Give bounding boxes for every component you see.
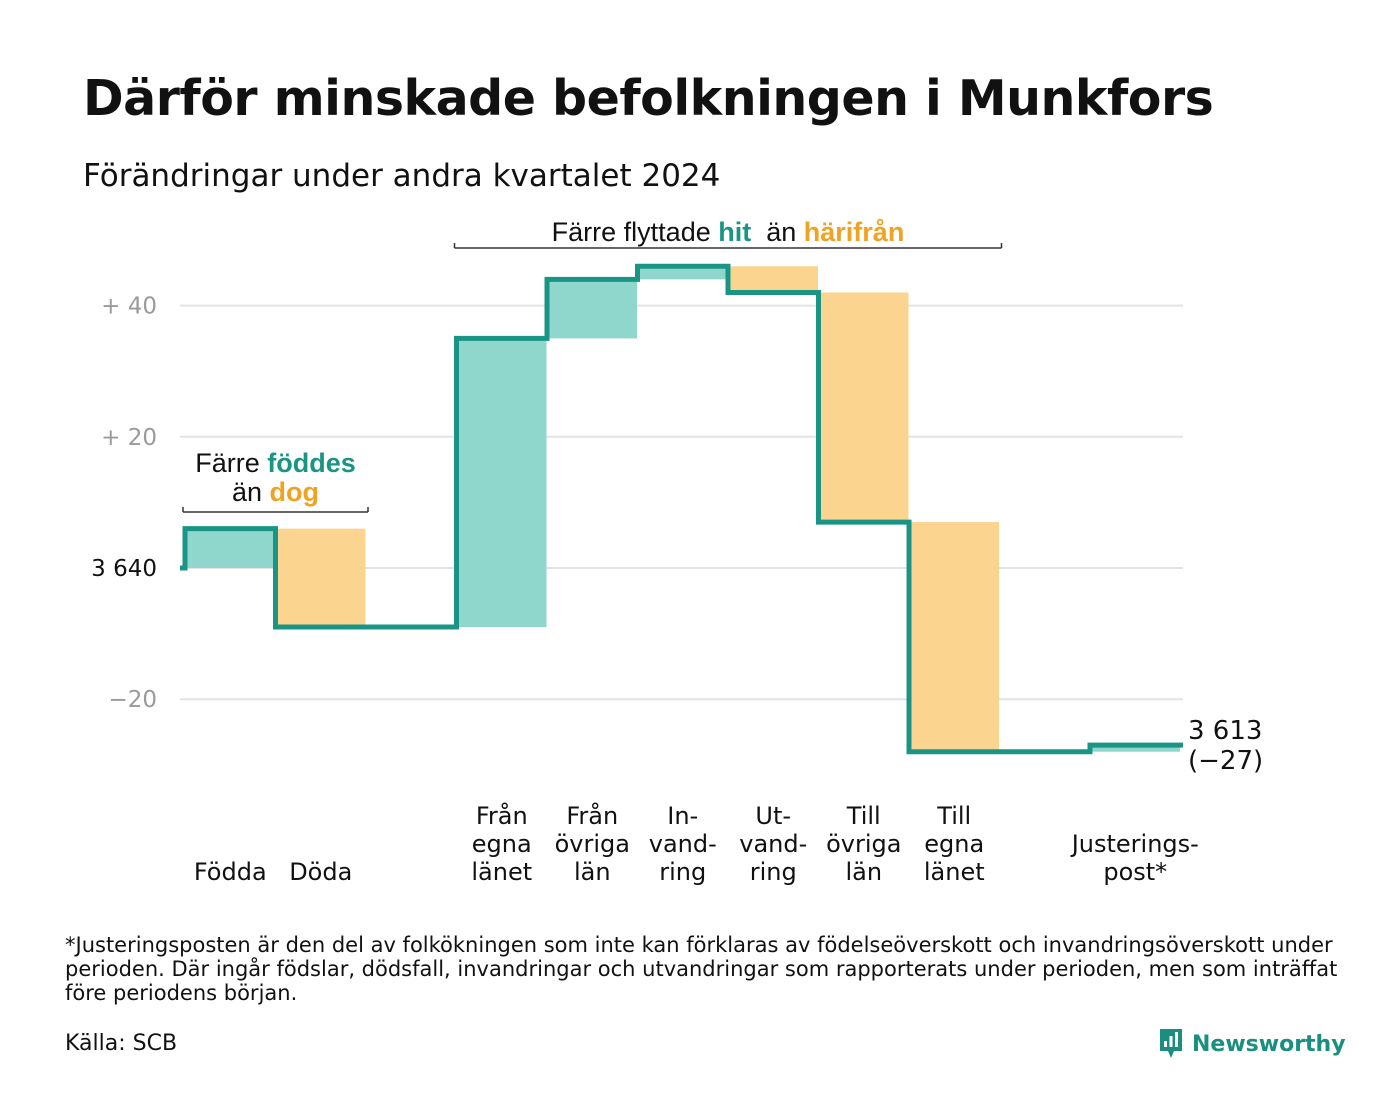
y-tick-label: + 20 xyxy=(101,425,157,451)
category-label: Från egna länet xyxy=(471,801,532,886)
waterfall-bar xyxy=(185,528,275,568)
newsworthy-logo-icon xyxy=(1160,1029,1182,1058)
category-label: Födda xyxy=(194,858,267,886)
population-line xyxy=(180,263,1183,755)
end-value-label: 3 613 (−27) xyxy=(1188,716,1263,776)
annotation-text: Färre flyttade hit än härifrån xyxy=(552,217,905,247)
chart-title: Därför minskade befolkningen i Munkfors xyxy=(83,70,1214,127)
waterfall-bar xyxy=(909,522,999,752)
y-tick-label: −20 xyxy=(108,687,157,713)
waterfall-bar xyxy=(275,528,366,628)
y-tick-label: 3 640 xyxy=(91,556,157,582)
source-note: Källa: SCB xyxy=(65,1031,178,1056)
brand-name: Newsworthy xyxy=(1192,1031,1346,1057)
y-tick-label: + 40 xyxy=(101,294,157,320)
category-label: Till övriga län xyxy=(826,802,901,886)
footnote: *Justeringsposten är den del av folkökni… xyxy=(65,933,1338,1005)
waterfall-bar xyxy=(547,279,637,339)
category-label: Döda xyxy=(289,858,352,886)
annotation-bracket: Färre flyttade hit än härifrån xyxy=(453,217,1003,249)
brand-logo: Newsworthy xyxy=(1158,1026,1346,1062)
annotation-text: än dog xyxy=(232,477,319,507)
waterfall-chart: + 40 + 20 3 640 −20 Födda Döda Från egna länet F… xyxy=(91,217,1263,886)
waterfall-bar xyxy=(728,266,818,293)
category-label: In-vand-ring xyxy=(649,802,717,886)
waterfall-bar xyxy=(1090,745,1180,752)
chart-subtitle: Förändringar under andra kvartalet 2024 xyxy=(83,158,721,194)
annotation-text: Färre föddes xyxy=(195,448,356,478)
waterfall-bar xyxy=(637,266,728,280)
category-label: Från övriga län xyxy=(555,801,630,886)
waterfall-bar xyxy=(456,338,547,628)
category-label: Ut-vand-ring xyxy=(739,802,807,886)
waterfall-bar xyxy=(818,292,909,523)
category-label: Justerings-post* xyxy=(1070,830,1199,886)
category-label: Till egna länet xyxy=(924,802,985,886)
